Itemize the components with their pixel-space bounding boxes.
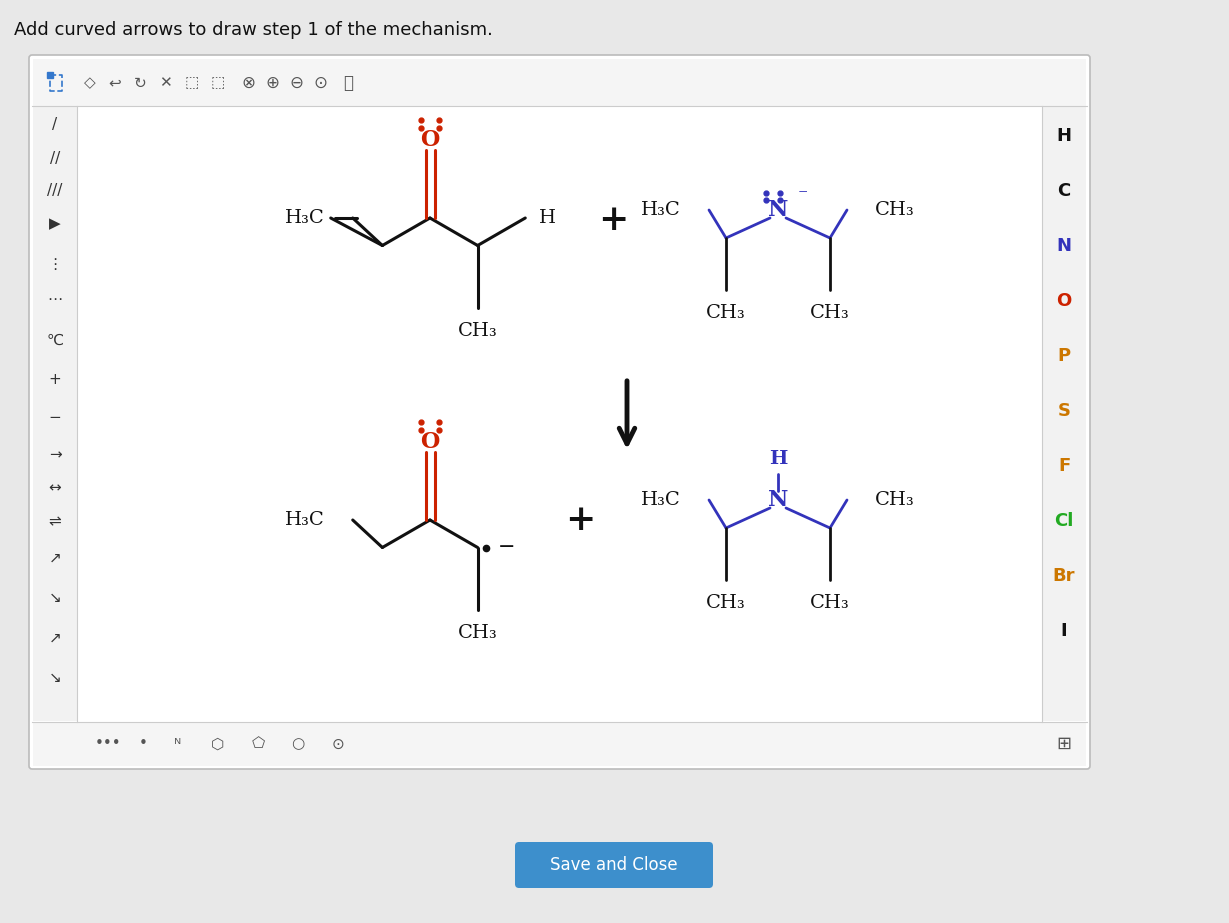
Text: ⊙: ⊙ (332, 737, 344, 751)
Text: ↘: ↘ (49, 670, 61, 686)
Text: •••: ••• (95, 737, 122, 751)
Text: ℃: ℃ (47, 332, 64, 347)
Text: ↘: ↘ (49, 591, 61, 605)
Text: ⬚: ⬚ (184, 76, 199, 90)
Bar (33, 722, 1086, 766)
Text: N: N (768, 199, 788, 221)
Text: ⁻: ⁻ (798, 187, 809, 205)
Text: ⊕: ⊕ (265, 74, 279, 92)
Text: ⊙: ⊙ (313, 74, 327, 92)
Text: H₃C: H₃C (285, 209, 324, 227)
Text: H₃C: H₃C (642, 491, 681, 509)
Text: O: O (420, 431, 440, 453)
Text: CH₃: CH₃ (810, 304, 850, 322)
Text: CH₃: CH₃ (457, 321, 498, 340)
Text: ⊗: ⊗ (241, 74, 254, 92)
Text: ◇: ◇ (84, 76, 96, 90)
Text: ✕: ✕ (159, 76, 171, 90)
Text: →: → (49, 448, 61, 462)
Text: ↔: ↔ (49, 481, 61, 496)
Text: H₃C: H₃C (642, 201, 681, 219)
Text: Cl: Cl (1054, 512, 1074, 530)
Text: CH₃: CH₃ (707, 594, 746, 612)
Text: ///: /// (47, 184, 63, 198)
Text: Add curved arrows to draw step 1 of the mechanism.: Add curved arrows to draw step 1 of the … (14, 21, 493, 39)
Text: P: P (1057, 347, 1070, 365)
Text: •: • (139, 737, 147, 751)
Text: I: I (1061, 622, 1067, 640)
Text: ❓: ❓ (343, 74, 353, 92)
Text: CH₃: CH₃ (875, 201, 914, 219)
Text: CH₃: CH₃ (707, 304, 746, 322)
Text: CH₃: CH₃ (875, 491, 914, 509)
Text: Br: Br (1053, 567, 1075, 585)
Text: H: H (1057, 127, 1072, 145)
Text: O: O (1057, 292, 1072, 310)
Text: ᴺ: ᴺ (175, 737, 182, 751)
Text: /: / (53, 117, 58, 133)
Text: N: N (768, 489, 788, 511)
Text: ⬠: ⬠ (252, 737, 264, 751)
Text: C: C (1057, 182, 1070, 200)
Text: ⬚: ⬚ (211, 76, 225, 90)
Text: H₃C: H₃C (285, 511, 324, 529)
Text: Save and Close: Save and Close (551, 856, 678, 874)
Text: +: + (565, 503, 595, 537)
Text: F: F (1058, 457, 1070, 475)
Text: ⬡: ⬡ (211, 737, 225, 751)
Text: −: − (49, 411, 61, 426)
Text: ⋯: ⋯ (48, 293, 63, 307)
Text: N: N (1057, 237, 1072, 255)
Text: H: H (540, 209, 557, 227)
Text: ↻: ↻ (134, 76, 146, 90)
Text: +: + (597, 203, 628, 237)
FancyBboxPatch shape (29, 55, 1090, 769)
Bar (1042, 107, 1086, 721)
Text: ⋮: ⋮ (48, 258, 63, 272)
Text: ⊞: ⊞ (1057, 735, 1072, 753)
Text: //: // (50, 150, 60, 165)
Text: O: O (420, 129, 440, 151)
Text: ○: ○ (291, 737, 305, 751)
Text: CH₃: CH₃ (457, 624, 498, 641)
Text: ↗: ↗ (49, 550, 61, 566)
Text: +: + (49, 373, 61, 388)
Text: ⇌: ⇌ (49, 514, 61, 530)
Text: ↗: ↗ (49, 630, 61, 645)
Text: CH₃: CH₃ (810, 594, 850, 612)
Text: ↩: ↩ (108, 76, 122, 90)
Text: −: − (498, 538, 515, 557)
Bar (33, 107, 77, 721)
Bar (33, 59, 1086, 107)
Text: ▶: ▶ (49, 217, 61, 232)
FancyBboxPatch shape (515, 842, 713, 888)
Text: S: S (1057, 402, 1070, 420)
Text: H: H (769, 450, 788, 468)
Text: ⊖: ⊖ (289, 74, 302, 92)
